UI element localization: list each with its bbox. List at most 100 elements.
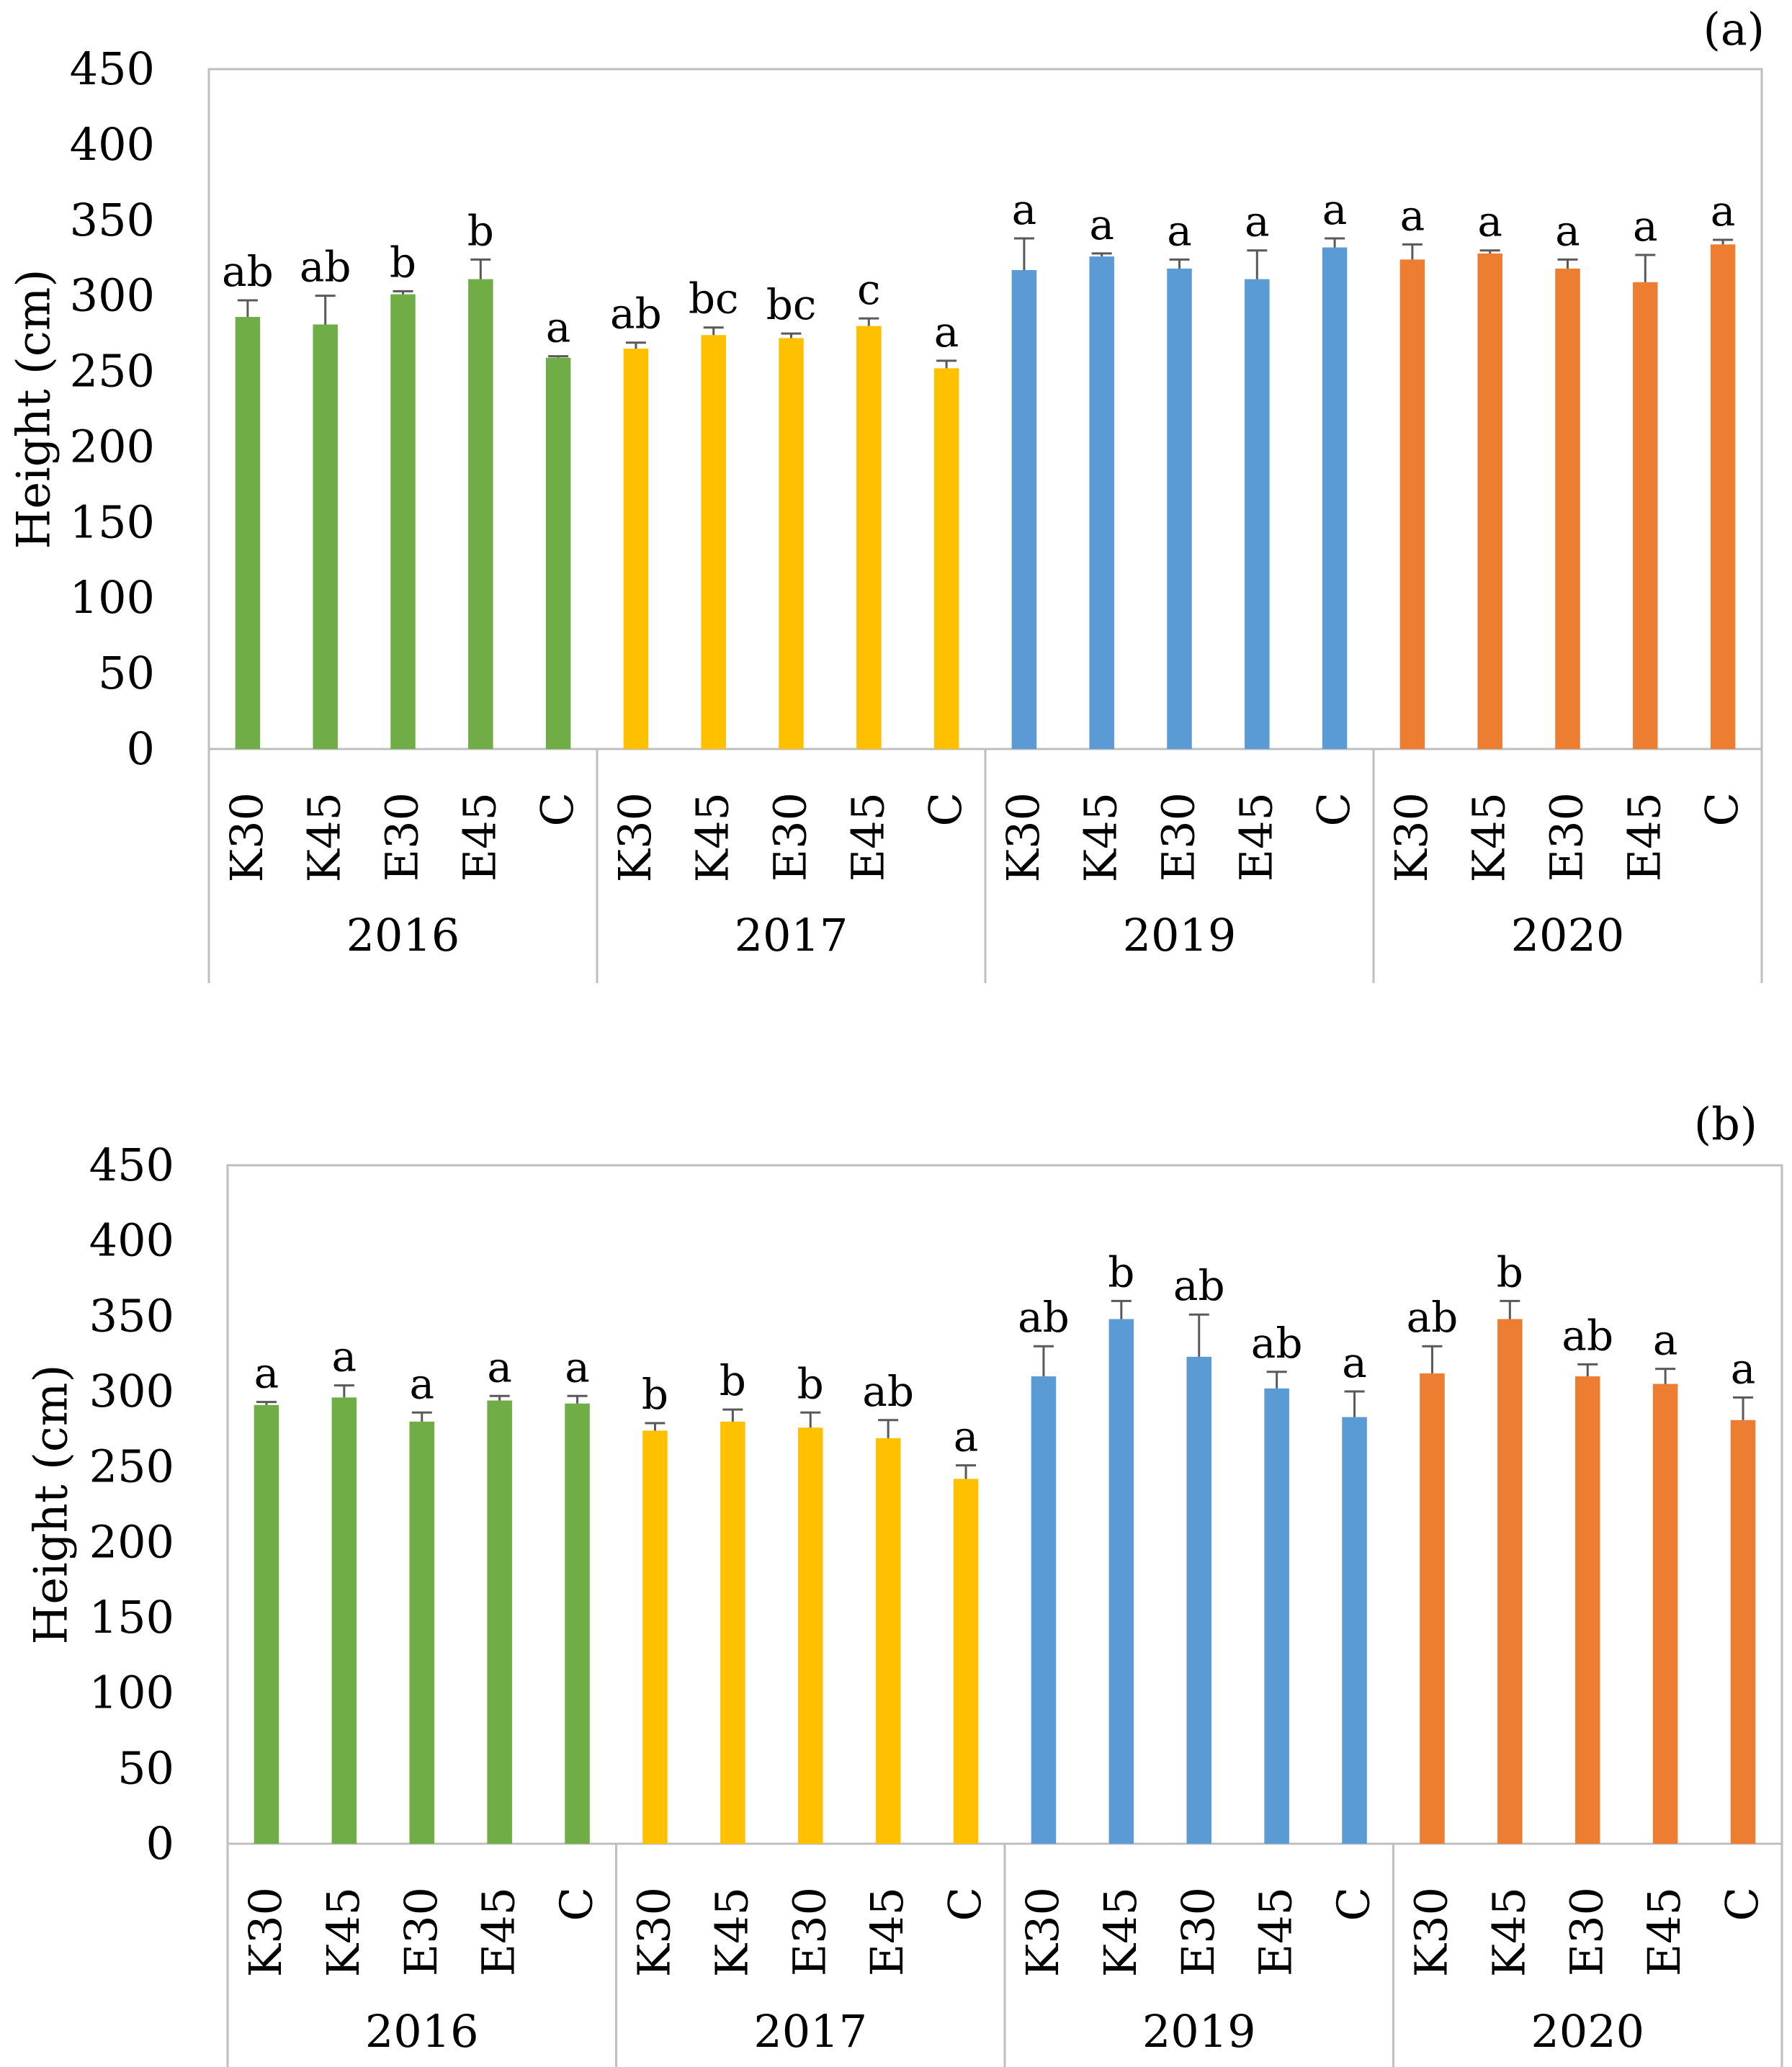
y-tick-label: 300 — [70, 269, 155, 322]
y-tick-label: 100 — [70, 571, 155, 624]
significance-label: a — [1322, 185, 1348, 234]
x-tick-label: K45 — [298, 792, 351, 882]
x-tick-label: C — [919, 792, 972, 826]
bar-2016-E45 — [487, 1400, 512, 1844]
bar-2020-E45 — [1633, 282, 1658, 750]
bar-2016-K30 — [254, 1404, 279, 1844]
significance-label: ab — [862, 1367, 914, 1416]
bar-2017-K30 — [642, 1430, 668, 1844]
bar-2019-K30 — [1031, 1376, 1057, 1844]
bar-2019-E45 — [1245, 279, 1270, 749]
significance-label: c — [857, 265, 880, 314]
y-tick-label: 100 — [89, 1667, 174, 1719]
bar-2020-E30 — [1574, 1376, 1600, 1844]
bar-2016-E30 — [390, 294, 416, 750]
x-tick-label: C — [550, 1887, 603, 1921]
x-tick-label: C — [531, 792, 583, 826]
bar-2017-E45 — [856, 326, 882, 750]
bar-2020-C — [1710, 244, 1736, 749]
x-tick-label: K30 — [1405, 1887, 1457, 1977]
x-tick-label: K45 — [1482, 1887, 1535, 1977]
x-tick-label: K45 — [686, 792, 739, 882]
x-tick-label: K45 — [1463, 792, 1515, 882]
significance-label: a — [1731, 1344, 1756, 1393]
x-tick-label: E45 — [1618, 792, 1670, 882]
significance-label: a — [1167, 206, 1192, 255]
panel-label: (a) — [1703, 3, 1765, 55]
y-tick-label: 450 — [70, 42, 155, 95]
x-tick-label: C — [1716, 1887, 1768, 1921]
bar-2017-K45 — [720, 1421, 745, 1844]
y-tick-label: 250 — [89, 1440, 174, 1493]
y-axis-label: Height (cm) — [8, 269, 61, 550]
significance-label: bc — [689, 274, 739, 323]
x-tick-label: K30 — [1016, 1887, 1069, 1977]
y-tick-label: 0 — [146, 1817, 174, 1870]
significance-label: a — [1633, 202, 1658, 251]
panel-b: 0 50 100 150 200 250 300 350 400 450 Height (cm) (b… — [25, 1098, 1783, 2067]
y-tick-label: 300 — [89, 1365, 174, 1417]
significance-label: b — [720, 1356, 746, 1405]
x-tick-label: E45 — [472, 1887, 525, 1976]
bar-2016-K45 — [331, 1397, 357, 1844]
bar-2020-K30 — [1420, 1373, 1445, 1844]
significance-label: ab — [222, 247, 274, 296]
y-tick-label: 250 — [70, 345, 155, 398]
y-tick-label: 400 — [70, 118, 155, 171]
y-tick-label: 150 — [70, 496, 155, 548]
bar-2019-E45 — [1264, 1388, 1289, 1844]
group-label-2016: 2016 — [365, 2005, 479, 2058]
significance-label: bc — [766, 280, 817, 329]
significance-label: ab — [1251, 1319, 1303, 1368]
bar-2020-K30 — [1399, 259, 1425, 749]
bar-2020-K45 — [1477, 253, 1502, 749]
x-tick-label: K30 — [627, 1887, 680, 1977]
bar-2019-C — [1342, 1417, 1367, 1844]
significance-label: b — [1497, 1247, 1523, 1296]
x-tick-label: E45 — [841, 792, 894, 882]
significance-label: ab — [1562, 1311, 1613, 1360]
x-tick-label: E30 — [764, 792, 817, 882]
bar-2016-E30 — [409, 1421, 435, 1844]
x-tick-label: E45 — [861, 1887, 913, 1976]
bar-2016-E45 — [468, 279, 493, 749]
significance-label: a — [1400, 191, 1425, 240]
bar-2020-E45 — [1652, 1384, 1678, 1844]
x-tick-label: K45 — [705, 1887, 758, 1977]
group-label-2016: 2016 — [346, 909, 460, 961]
x-tick-label: E30 — [1541, 792, 1593, 882]
y-axis-label: Height (cm) — [25, 1365, 79, 1645]
bar-2019-E30 — [1167, 268, 1192, 749]
significance-label: a — [934, 308, 959, 357]
bar-2020-E30 — [1555, 268, 1580, 749]
group-label-2019: 2019 — [1123, 909, 1237, 961]
bar-2016-K30 — [235, 317, 261, 750]
bar-2017-K30 — [623, 349, 649, 750]
significance-label: a — [332, 1332, 357, 1381]
group-label-2020: 2020 — [1511, 909, 1625, 961]
significance-label: ab — [1407, 1293, 1459, 1342]
y-tick-label: 150 — [89, 1591, 174, 1644]
significance-label: a — [254, 1349, 279, 1398]
significance-label: ab — [1018, 1293, 1070, 1342]
significance-label: a — [546, 303, 571, 352]
group-label-2017: 2017 — [735, 909, 848, 961]
x-tick-label: E30 — [395, 1887, 447, 1976]
x-tick-label: K30 — [220, 792, 273, 882]
x-tick-label: K30 — [239, 1887, 292, 1977]
plot-area-border — [226, 1164, 1783, 1845]
significance-label: ab — [1173, 1261, 1225, 1310]
significance-label: a — [1245, 197, 1270, 246]
x-tick-label: E30 — [1560, 1887, 1613, 1976]
panel-label: (b) — [1694, 1098, 1757, 1150]
x-tick-label: K30 — [609, 792, 661, 882]
y-tick-label: 200 — [70, 420, 155, 472]
bar-2019-C — [1322, 247, 1348, 749]
bar-2016-K45 — [313, 324, 338, 750]
y-tick-label: 200 — [89, 1515, 174, 1568]
y-tick-label: 400 — [89, 1214, 174, 1267]
significance-label: a — [1555, 206, 1580, 255]
significance-label: b — [390, 238, 416, 287]
significance-label: b — [1108, 1247, 1134, 1296]
